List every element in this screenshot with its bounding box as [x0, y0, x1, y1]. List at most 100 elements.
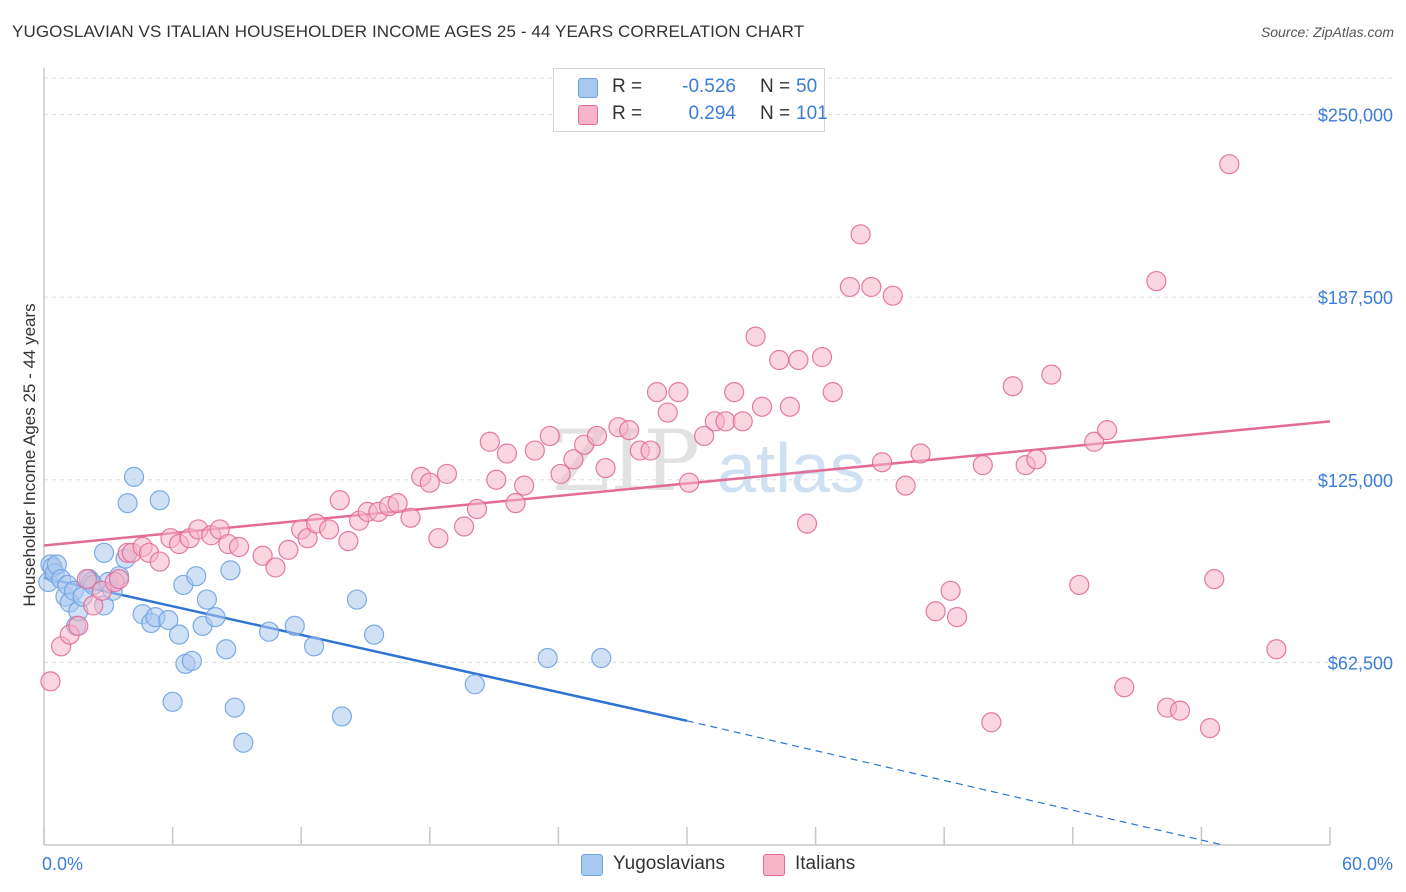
x-tick-label: 0.0% — [42, 854, 83, 874]
data-point — [168, 624, 190, 645]
source-label: Source: ZipAtlas.com — [1260, 24, 1394, 40]
legend-item-yugoslavians: Yugoslavians — [581, 851, 741, 877]
data-point — [724, 382, 745, 403]
legend-n-label: N = — [760, 76, 791, 97]
data-point — [216, 639, 237, 660]
data-point — [751, 396, 773, 417]
data-point — [1114, 677, 1135, 698]
data-point — [972, 455, 993, 476]
data-point — [466, 498, 488, 520]
legend-r-label: R = — [612, 76, 643, 97]
data-point — [158, 609, 179, 631]
data-point — [76, 569, 97, 590]
data-point — [436, 463, 458, 485]
data-point — [464, 674, 485, 695]
trend-line — [43, 576, 688, 723]
data-points — [38, 154, 1287, 753]
legend-r-value: 0.294 — [688, 103, 736, 124]
data-point — [505, 493, 526, 514]
data-point — [591, 647, 612, 669]
data-point — [1146, 270, 1167, 292]
data-point — [715, 411, 736, 432]
data-point — [910, 443, 931, 464]
data-point — [563, 449, 584, 470]
data-point — [769, 349, 790, 371]
data-point — [595, 457, 616, 479]
data-point — [40, 671, 61, 692]
data-point — [657, 402, 678, 423]
legend-swatch-pink — [578, 105, 598, 125]
y-tick-label: $62,500 — [1328, 653, 1393, 673]
legend-item-italians: Italians — [763, 851, 873, 877]
series-yugoslavians — [38, 466, 612, 753]
data-point — [524, 440, 545, 461]
data-point — [149, 551, 170, 572]
legend-n-value: 101 — [796, 103, 828, 124]
data-point — [925, 601, 946, 622]
data-point — [338, 531, 359, 552]
trend-line-extension — [686, 720, 1223, 846]
data-point — [318, 519, 340, 540]
data-point — [1096, 419, 1118, 441]
data-point — [228, 536, 250, 558]
data-point — [694, 425, 715, 447]
data-point — [679, 472, 700, 493]
legend-label: Italians — [795, 853, 856, 874]
data-point — [586, 425, 608, 447]
data-point — [1069, 574, 1090, 596]
data-point — [329, 490, 350, 511]
data-point — [220, 560, 241, 581]
data-point — [619, 419, 640, 441]
data-point — [162, 691, 183, 712]
data-point — [745, 326, 766, 347]
data-point — [861, 276, 882, 298]
data-point — [149, 490, 170, 511]
chart-title: YUGOSLAVIAN VS ITALIAN HOUSEHOLDER INCOM… — [12, 22, 805, 41]
axes — [43, 68, 1331, 846]
grid-lines — [44, 77, 1395, 663]
data-point — [68, 615, 89, 636]
data-point — [123, 466, 145, 487]
legend-swatch-blue — [581, 854, 603, 876]
data-point — [1084, 431, 1105, 452]
data-point — [117, 493, 138, 514]
data-point — [811, 346, 833, 368]
data-point — [331, 706, 353, 727]
data-point — [779, 396, 800, 417]
data-point — [550, 463, 571, 485]
data-point — [1219, 154, 1240, 175]
data-point — [796, 513, 818, 534]
data-point — [205, 606, 226, 628]
y-tick-label: $187,500 — [1318, 288, 1393, 308]
legend-label: Yugoslavians — [613, 853, 725, 874]
data-point — [646, 382, 668, 403]
data-point — [732, 411, 753, 432]
data-point — [839, 276, 860, 298]
data-point — [486, 469, 507, 490]
series-italians — [40, 154, 1287, 739]
data-point — [514, 475, 535, 496]
data-point — [419, 472, 440, 493]
data-point — [93, 542, 115, 563]
data-point — [108, 569, 130, 590]
data-point — [400, 507, 421, 528]
data-point — [284, 615, 305, 636]
data-point — [981, 712, 1002, 733]
data-point — [1199, 718, 1221, 739]
legend-n-value: 50 — [796, 76, 818, 97]
legend-n-label: N = — [760, 103, 791, 124]
data-point — [363, 624, 385, 645]
data-point — [1002, 376, 1023, 397]
data-point — [278, 539, 299, 560]
data-point — [346, 589, 368, 610]
data-point — [871, 452, 893, 473]
data-point — [1204, 569, 1225, 590]
data-point — [537, 647, 558, 669]
y-tick-label: $125,000 — [1318, 471, 1393, 491]
data-point — [252, 545, 273, 566]
data-point — [479, 431, 500, 452]
legend-r-label: R = — [612, 103, 643, 124]
y-tick-label: $250,000 — [1318, 106, 1393, 126]
x-tick-label: 60.0% — [1342, 854, 1393, 874]
data-point — [1026, 449, 1047, 470]
